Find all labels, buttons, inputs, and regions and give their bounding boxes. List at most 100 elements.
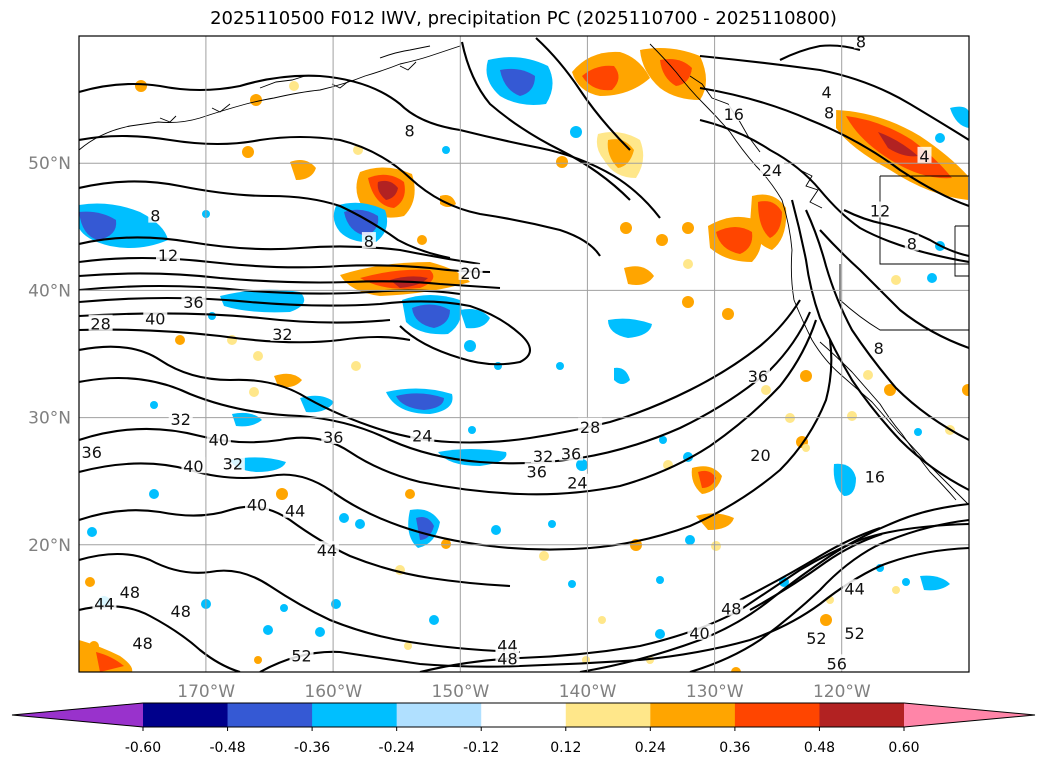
contour-label: 12 xyxy=(158,246,178,265)
lon-tick-label: 170°W xyxy=(177,682,235,702)
contour-label-bg xyxy=(853,36,868,49)
contour-label-bg xyxy=(578,417,603,434)
lon-tick-label: 120°W xyxy=(813,682,871,702)
contour-label: 24 xyxy=(567,474,587,493)
contour-label: 48 xyxy=(132,634,152,653)
contour-label-bg xyxy=(283,501,308,518)
contour-label: 52 xyxy=(806,629,826,648)
contour-label: 8 xyxy=(874,339,884,358)
contour-label: 52 xyxy=(291,647,311,666)
lon-tick-label: 130°W xyxy=(686,682,744,702)
contour-label: 48 xyxy=(171,602,191,621)
contour-label: 40 xyxy=(689,624,709,643)
contour-label: 36 xyxy=(323,428,343,447)
contour-label-bg xyxy=(168,410,193,427)
contour-label-bg xyxy=(824,654,849,671)
contour-label: 8 xyxy=(907,235,917,254)
contour-label: 48 xyxy=(120,583,140,602)
lat-tick-label: 20°N xyxy=(28,536,71,556)
colorbar-tick-label: 0.48 xyxy=(804,740,835,756)
contour-label-bg xyxy=(245,495,269,512)
colorbar-extend-min xyxy=(12,703,143,727)
contour-label-bg xyxy=(721,104,746,121)
contour-label-bg xyxy=(148,206,163,223)
lon-tick-label: 160°W xyxy=(304,682,362,702)
colorbar-segment xyxy=(819,703,905,727)
contour-label-bg xyxy=(410,426,435,443)
graticule xyxy=(79,36,969,672)
contour-label-bg xyxy=(92,594,117,611)
contour-label: 44 xyxy=(94,595,114,614)
contour-label: 28 xyxy=(580,418,600,437)
colorbar-tick-label: 0.36 xyxy=(719,740,750,756)
colorbar-tick-label: -0.48 xyxy=(209,740,245,756)
contour-label-bg xyxy=(804,628,829,645)
contour-label-bg xyxy=(143,309,168,326)
contour-label-bg xyxy=(289,646,314,663)
contour-label-bg xyxy=(917,146,932,163)
contour-label-bg xyxy=(321,427,346,444)
contour-label: 44 xyxy=(317,541,337,560)
contour-label: 4 xyxy=(822,83,832,102)
contour-label-bg xyxy=(531,447,556,464)
contour-label: 28 xyxy=(90,315,110,334)
contour-label: 48 xyxy=(721,600,741,619)
contour-label: 40 xyxy=(145,310,165,329)
contour-label-bg xyxy=(862,467,887,484)
contour-label: 44 xyxy=(844,579,864,598)
contour-label-bg xyxy=(759,160,784,177)
lat-tick-label: 40°N xyxy=(28,281,71,301)
contour-label: 32 xyxy=(533,447,553,466)
contour-label-bg xyxy=(719,599,744,616)
contour-label: 20 xyxy=(750,446,770,465)
colorbar-segment xyxy=(565,703,651,727)
colorbar-tick-label: -0.60 xyxy=(125,740,161,756)
contour-label: 8 xyxy=(856,32,866,51)
colorbar-segment xyxy=(396,703,482,727)
lon-tick-label: 140°W xyxy=(559,682,617,702)
contour-label-bg xyxy=(88,314,113,331)
colorbar-tick-label: 0.60 xyxy=(888,740,919,756)
contour-label: 40 xyxy=(209,430,229,449)
contour-label: 36 xyxy=(82,443,102,462)
contour-label: 44 xyxy=(285,502,305,521)
colorbar-tick-label: 0.24 xyxy=(635,740,666,756)
contour-label: 24 xyxy=(762,161,782,180)
colorbar-segment xyxy=(650,703,736,727)
contour-label-bg xyxy=(495,636,520,653)
contour-label-bg xyxy=(748,445,773,462)
contour-label-bg xyxy=(181,457,206,474)
contour-label-bg xyxy=(868,201,892,218)
contour-label-bg xyxy=(270,324,295,341)
contour-label: 8 xyxy=(364,232,374,251)
latitude-labels: 20°N 30°N 40°N 50°N xyxy=(28,154,71,556)
colorbar-tick-label: -0.24 xyxy=(379,740,415,756)
contour-label: 8 xyxy=(824,104,834,123)
contour-label: 56 xyxy=(827,654,847,673)
map-frame xyxy=(78,35,970,673)
colorbar-tick-label: 0.12 xyxy=(550,740,581,756)
lat-tick-label: 30°N xyxy=(28,409,71,429)
contour-label-bg xyxy=(314,541,339,558)
contour-label-bg xyxy=(79,443,104,460)
colorbar-segment xyxy=(734,703,820,727)
contour-label: 40 xyxy=(183,457,203,476)
contour-label-bg xyxy=(565,473,590,490)
contour-label: 16 xyxy=(724,105,744,124)
contour-label-bg xyxy=(822,103,837,120)
contour-label: 40 xyxy=(247,495,267,514)
contour-label: 16 xyxy=(865,467,885,486)
contour-label-bg xyxy=(168,602,193,619)
contour-label: 36 xyxy=(183,293,203,312)
contour-label-bg xyxy=(495,649,520,666)
contour-label: 32 xyxy=(171,410,191,429)
contour-label-bg xyxy=(361,232,376,249)
colorbar-tick-label: -0.12 xyxy=(463,740,499,756)
colorbar-segment xyxy=(143,703,229,727)
contour-label-bg xyxy=(181,293,206,310)
figure-title: 2025110500 F012 IWV, precipitation PC (2… xyxy=(210,8,837,29)
contour-label-bg xyxy=(559,444,584,461)
lat-tick-label: 50°N xyxy=(28,154,71,174)
contour-label-bg xyxy=(819,83,834,100)
